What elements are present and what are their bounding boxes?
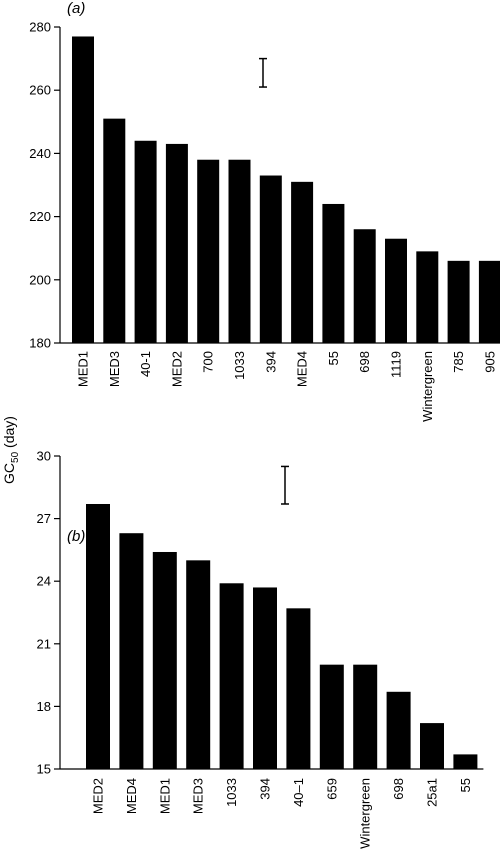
y-tick-label: 30 <box>37 449 51 464</box>
x-tick-label: 785 <box>451 351 466 373</box>
panel-b-chart: 15 18 21 24 27 30 MED2 MED4 MED1 MED3 1033 394 40–1 6… <box>37 449 484 849</box>
y-tick-label: 180 <box>29 336 51 351</box>
x-tick-label: 905 <box>482 351 497 373</box>
x-tick-label: 55 <box>458 778 473 792</box>
bar <box>322 203 345 343</box>
x-tick-label: MED1 <box>157 778 172 814</box>
bar <box>197 159 220 343</box>
x-tick-label: MED3 <box>107 351 122 387</box>
x-tick-label: 394 <box>263 351 278 373</box>
y-tick-label: 220 <box>29 209 51 224</box>
x-tick-label: MED4 <box>295 351 310 387</box>
x-tick-label: 25a1 <box>425 778 440 807</box>
x-tick-label: 700 <box>201 351 216 373</box>
x-tick-label: 55 <box>326 351 341 365</box>
bar <box>420 723 444 769</box>
x-tick-label: MED3 <box>191 778 206 814</box>
panel-label: (b) <box>67 528 85 545</box>
bar <box>291 181 314 343</box>
x-tick-label: 659 <box>324 778 339 800</box>
x-tick-label: 1119 <box>389 351 404 378</box>
y-tick-label: 27 <box>37 511 51 526</box>
bar <box>259 175 282 343</box>
panel-label: (a) <box>67 0 85 17</box>
bar <box>228 159 251 343</box>
bar <box>286 608 311 769</box>
y-tick-label: 280 <box>29 20 51 35</box>
bar <box>478 260 500 343</box>
x-tick-label: 1033 <box>224 778 239 807</box>
x-tick-label: MED2 <box>169 351 184 387</box>
bar <box>219 583 244 769</box>
y-tick-label: 260 <box>29 83 51 98</box>
x-tick-label: 40–1 <box>291 778 306 807</box>
y-axis-label: GC50 (day) <box>1 416 21 484</box>
y-tick-label: 24 <box>37 574 51 589</box>
bar <box>385 238 407 343</box>
bar <box>353 229 376 343</box>
bar <box>72 36 94 343</box>
x-tick-label: 394 <box>258 778 273 800</box>
bar <box>353 664 378 769</box>
x-tick-label: 698 <box>357 351 372 373</box>
bar <box>119 533 144 769</box>
x-tick-label: MED1 <box>76 351 91 387</box>
bar <box>134 140 157 343</box>
bar <box>319 664 344 769</box>
panel-a-chart: 180 200 220 240 260 280 MED1 MED3 40-1 MED2 700 103… <box>29 0 500 422</box>
y-tick-label: 18 <box>37 699 51 714</box>
x-tick-label: MED2 <box>91 778 106 814</box>
bar <box>186 560 211 769</box>
bar <box>386 691 411 769</box>
bar <box>453 754 478 769</box>
bar <box>253 587 277 769</box>
y-tick-label: 240 <box>29 146 51 161</box>
bar <box>416 251 439 343</box>
x-tick-label: 40-1 <box>138 351 153 377</box>
bar <box>103 118 126 343</box>
bar <box>86 503 110 769</box>
bar <box>447 260 470 343</box>
x-tick-label: 698 <box>391 778 406 800</box>
x-tick-label: MED4 <box>124 778 139 814</box>
bar <box>152 551 177 769</box>
x-tick-label: Wintergreen <box>358 778 373 849</box>
y-tick-label: 21 <box>37 636 51 651</box>
bar <box>165 143 188 343</box>
x-tick-label: 1033 <box>232 351 247 380</box>
x-tick-label: Wintergreen <box>420 351 435 422</box>
y-tick-label: 15 <box>37 762 51 777</box>
y-tick-label: 200 <box>29 272 51 287</box>
